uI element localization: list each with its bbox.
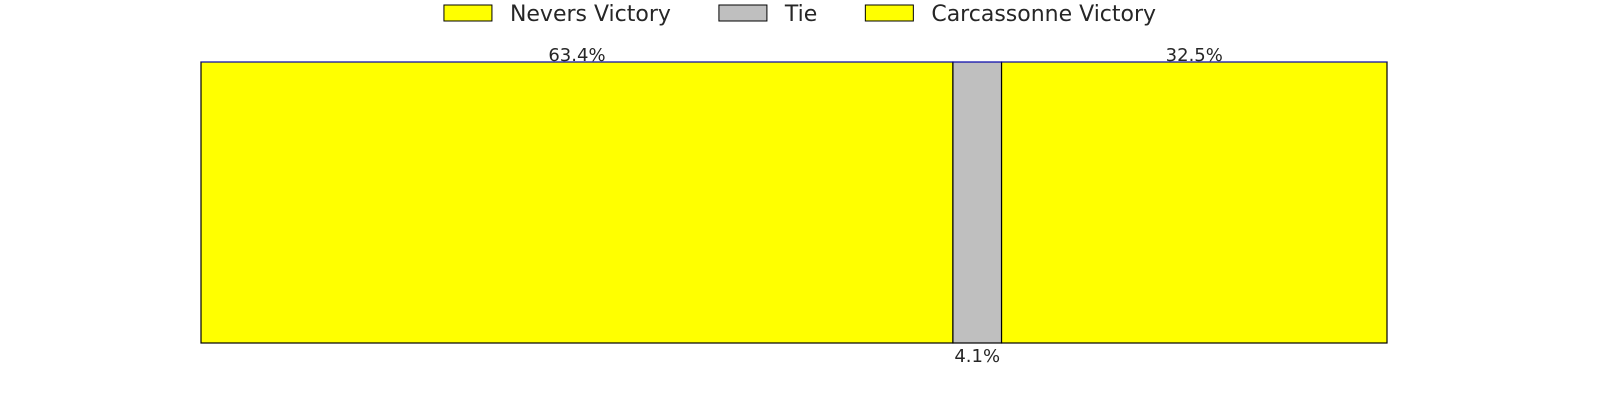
legend-item-nevers-victory: Nevers Victory bbox=[443, 2, 671, 27]
data-label-tie: 4.1% bbox=[954, 346, 1000, 367]
data-labels: 63.4% 4.1% 32.5% bbox=[548, 45, 1223, 367]
legend-item-tie: Tie bbox=[718, 2, 817, 27]
legend-label-carcassonne-victory: Carcassonne Victory bbox=[931, 2, 1156, 27]
legend-label-tie: Tie bbox=[784, 2, 817, 27]
legend-swatch-carcassonne-victory bbox=[864, 4, 914, 22]
legend: Nevers Victory Tie Carcassonne Victory bbox=[443, 2, 1156, 27]
legend-label-nevers-victory: Nevers Victory bbox=[510, 2, 671, 27]
legend-swatch-tie bbox=[718, 4, 768, 22]
legend-swatch-nevers-victory bbox=[443, 4, 493, 22]
data-label-carcassonne-victory: 32.5% bbox=[1166, 45, 1223, 66]
data-label-nevers-victory: 63.4% bbox=[548, 45, 605, 66]
bar-segment-carcassonne-victory bbox=[1000, 61, 1388, 344]
bar-segment-tie bbox=[952, 61, 1003, 344]
bar-segment-nevers-victory bbox=[200, 61, 954, 344]
bar-segments bbox=[200, 61, 1388, 344]
legend-item-carcassonne-victory: Carcassonne Victory bbox=[864, 2, 1156, 27]
